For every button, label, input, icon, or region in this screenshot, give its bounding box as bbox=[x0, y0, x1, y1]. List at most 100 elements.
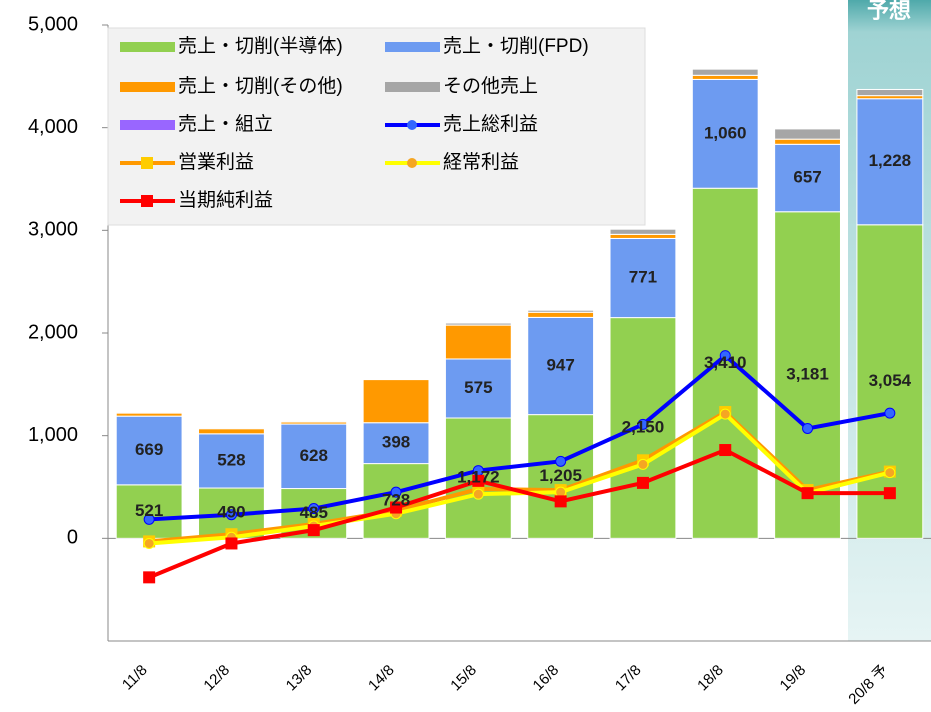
bar-segment bbox=[198, 433, 265, 489]
bar-segment bbox=[774, 138, 841, 145]
line-marker bbox=[636, 476, 649, 489]
x-tick-label: 19/8 bbox=[777, 662, 810, 695]
line-marker bbox=[472, 474, 485, 487]
bar-segment bbox=[527, 309, 595, 313]
x-tick-label: 13/8 bbox=[283, 662, 316, 695]
line-marker bbox=[555, 455, 567, 467]
x-tick-label: 14/8 bbox=[365, 662, 398, 695]
legend-marker bbox=[407, 120, 417, 130]
legend-marker bbox=[141, 195, 153, 207]
bar-segment bbox=[856, 98, 924, 226]
data-label: 1,172 bbox=[457, 468, 500, 487]
bar-segment bbox=[609, 228, 677, 235]
data-label: 490 bbox=[217, 503, 245, 522]
line-marker bbox=[472, 488, 484, 500]
bar-segment bbox=[527, 316, 595, 416]
line-marker bbox=[143, 571, 156, 584]
line-marker bbox=[143, 537, 155, 549]
bar-segment bbox=[362, 379, 430, 424]
data-label: 575 bbox=[464, 378, 492, 397]
line-marker bbox=[719, 444, 732, 457]
data-label: 3,181 bbox=[786, 365, 829, 384]
x-tick-label: 20/8 予 bbox=[845, 662, 891, 708]
legend-label: 売上・切削(半導体) bbox=[178, 35, 343, 57]
data-label: 657 bbox=[793, 168, 821, 187]
bar-segment bbox=[691, 187, 759, 539]
line-marker bbox=[719, 350, 731, 362]
line-marker bbox=[554, 495, 567, 508]
bar-segment bbox=[444, 322, 512, 326]
data-label: 669 bbox=[135, 440, 163, 459]
legend-label: 当期純利益 bbox=[178, 189, 273, 211]
data-label: 1,205 bbox=[539, 466, 582, 485]
legend-swatch bbox=[120, 42, 175, 52]
y-tick-label: 0 bbox=[67, 527, 78, 549]
line-marker bbox=[637, 458, 649, 470]
bar-segment bbox=[115, 415, 183, 486]
data-label: 3,054 bbox=[869, 371, 912, 390]
bar-segment bbox=[774, 128, 841, 140]
bar-segment bbox=[691, 68, 759, 76]
x-tick-label: 11/8 bbox=[119, 662, 151, 694]
bar-segment bbox=[856, 224, 924, 539]
data-label: 528 bbox=[217, 450, 245, 469]
legend-label: その他売上 bbox=[443, 75, 538, 97]
x-tick-label: 12/8 bbox=[200, 662, 233, 695]
data-label: 485 bbox=[300, 503, 328, 522]
y-tick-label: 3,000 bbox=[28, 219, 78, 241]
x-tick-label: 17/8 bbox=[612, 662, 645, 695]
line-series bbox=[149, 352, 891, 522]
bar-segment bbox=[609, 237, 677, 319]
line-marker bbox=[225, 537, 238, 550]
data-label: 398 bbox=[382, 433, 410, 452]
legend-label: 売上・切削(その他) bbox=[178, 75, 343, 97]
legend-marker bbox=[407, 158, 417, 168]
bar-segment bbox=[198, 427, 265, 430]
line-marker bbox=[390, 486, 402, 498]
bar-segment bbox=[115, 411, 183, 414]
forecast-label: 予想 bbox=[867, 0, 911, 23]
line-marker bbox=[308, 503, 320, 515]
y-tick-label: 4,000 bbox=[28, 116, 78, 138]
y-tick-label: 2,000 bbox=[28, 321, 78, 343]
x-tick-label: 16/8 bbox=[530, 662, 563, 695]
x-tick-label: 15/8 bbox=[447, 662, 480, 695]
legend-swatch bbox=[120, 82, 175, 92]
legend bbox=[107, 27, 646, 226]
line-marker bbox=[884, 467, 896, 479]
legend-swatch bbox=[120, 120, 175, 130]
line-marker bbox=[802, 422, 814, 434]
y-tick-label: 1,000 bbox=[28, 424, 78, 446]
legend-swatch bbox=[385, 82, 440, 92]
line-marker bbox=[307, 524, 320, 537]
bar-segment bbox=[609, 233, 677, 239]
bar-segment bbox=[280, 423, 348, 490]
line-marker bbox=[719, 408, 731, 420]
line-marker bbox=[884, 407, 896, 419]
data-label: 771 bbox=[629, 268, 657, 287]
data-label: 1,060 bbox=[704, 123, 747, 142]
bar-segment bbox=[774, 143, 841, 213]
data-label: 1,228 bbox=[869, 151, 912, 170]
data-label: 521 bbox=[135, 501, 163, 520]
bar-segment bbox=[362, 422, 430, 465]
data-label: 2,150 bbox=[622, 417, 665, 436]
line-marker bbox=[225, 509, 237, 521]
data-label: 3,410 bbox=[704, 353, 747, 372]
line-marker bbox=[637, 418, 649, 430]
bar-segment bbox=[198, 428, 265, 435]
legend-label: 営業利益 bbox=[178, 151, 254, 173]
legend-swatch bbox=[385, 42, 440, 52]
bar-segment bbox=[527, 311, 595, 318]
data-label: 628 bbox=[300, 446, 328, 465]
x-tick-label: 18/8 bbox=[694, 662, 727, 695]
bar-segment bbox=[856, 88, 924, 97]
data-label: 728 bbox=[382, 490, 410, 509]
data-label: 947 bbox=[546, 355, 574, 374]
legend-label: 経常利益 bbox=[443, 151, 519, 173]
y-tick-label: 5,000 bbox=[28, 13, 78, 35]
bar-segment bbox=[280, 420, 348, 423]
line-marker bbox=[143, 513, 155, 525]
